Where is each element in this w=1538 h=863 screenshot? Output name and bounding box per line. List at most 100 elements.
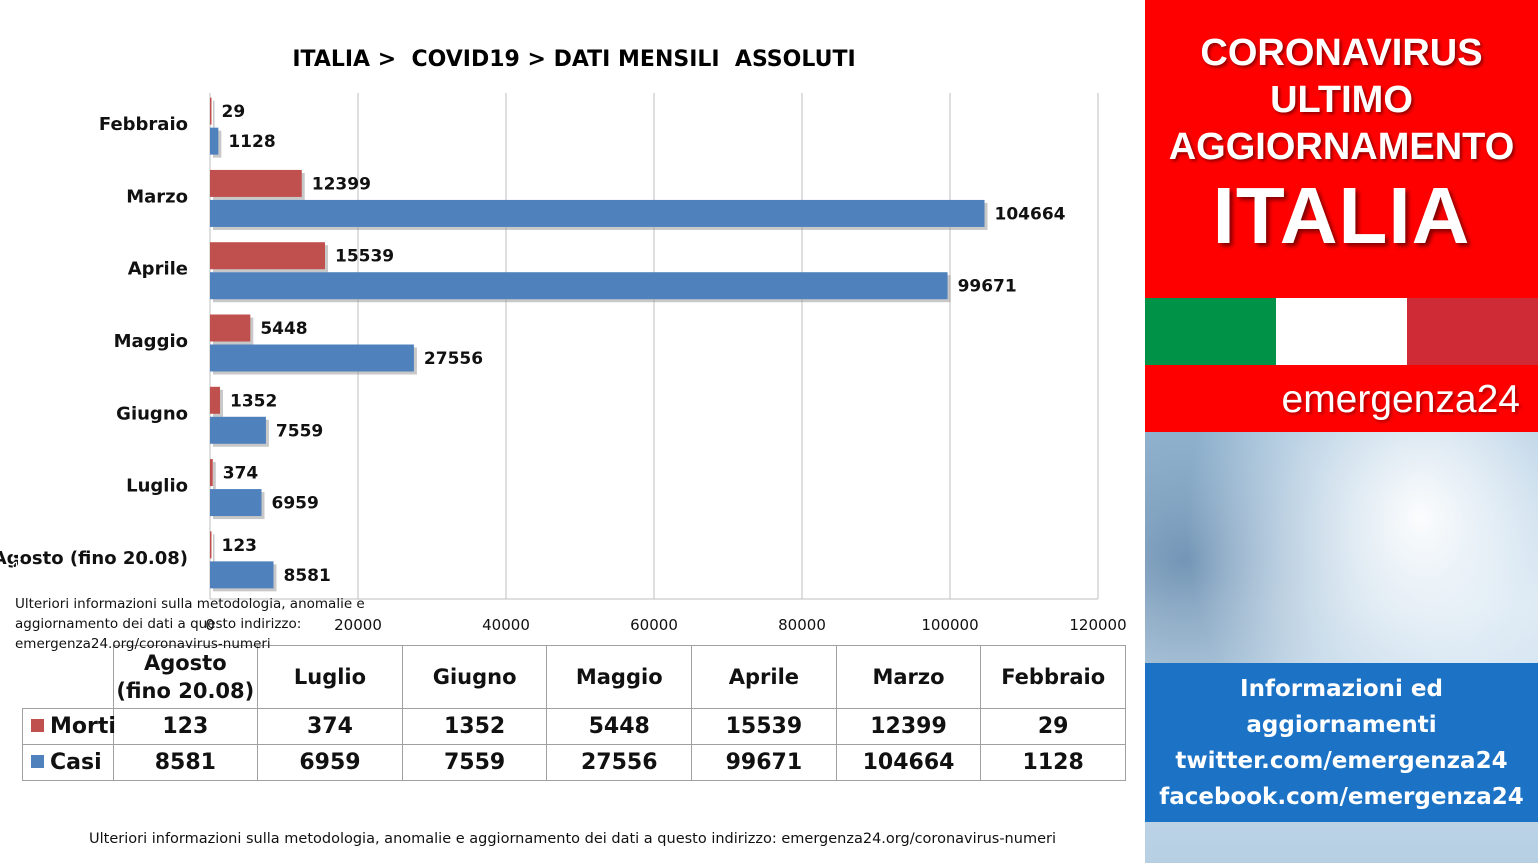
table-cell: 104664 xyxy=(835,744,982,781)
morti-bar xyxy=(210,169,302,197)
data-label: 15539 xyxy=(335,247,394,267)
table-cell: 99671 xyxy=(691,744,837,781)
table-corner-cell xyxy=(22,645,114,709)
morti-bar xyxy=(210,459,213,487)
table-cell: 6959 xyxy=(257,744,403,781)
category-label: Agosto (fino 20.08) xyxy=(0,548,188,569)
data-label: 27556 xyxy=(424,349,483,369)
x-tick-label: 60000 xyxy=(630,616,678,634)
table-cell: 5448 xyxy=(546,708,693,745)
table-cell: 29 xyxy=(980,708,1126,745)
category-label: Luglio xyxy=(126,476,188,497)
morti-bar xyxy=(210,386,221,414)
bar-shadow xyxy=(213,100,215,128)
casi-bar xyxy=(210,561,274,589)
data-label: 1128 xyxy=(228,132,275,152)
category-label: Marzo xyxy=(126,186,188,207)
data-label: 7559 xyxy=(276,421,323,441)
table-column-header: Giugno xyxy=(401,645,548,709)
legend-cell: Morti xyxy=(22,708,116,745)
flag-green-stripe xyxy=(1145,298,1276,365)
data-label: 12399 xyxy=(312,174,371,194)
table-column-header: Marzo xyxy=(835,645,982,709)
table-row: Morti 123 374 1352 5448 15539 12399 29 xyxy=(22,708,1126,745)
brand-name: emergenza24 xyxy=(1145,365,1538,432)
headline-country: ITALIA xyxy=(1212,171,1471,260)
casi-bar xyxy=(210,489,262,517)
grid-lines xyxy=(209,93,1099,600)
x-tick-label: 0 xyxy=(205,616,215,634)
data-label: 8581 xyxy=(283,566,330,586)
x-tick-label: 100000 xyxy=(921,616,978,634)
casi-bar xyxy=(210,416,266,444)
table-body: Morti 123 374 1352 5448 15539 12399 29 Casi 8581 6… xyxy=(22,708,1126,781)
contact-box: Informazioni ed aggiornamenti twitter.co… xyxy=(1145,663,1538,822)
table-cell: 7559 xyxy=(401,744,548,781)
data-label: 123 xyxy=(222,536,258,556)
casi-bar xyxy=(210,272,948,300)
contact-line-1: Informazioni ed xyxy=(1240,676,1443,702)
bar-shadow xyxy=(213,534,215,562)
morti-bar xyxy=(210,531,212,559)
legend-swatch xyxy=(31,718,44,732)
twitter-link[interactable]: twitter.com/emergenza24 xyxy=(1175,748,1508,774)
italian-flag xyxy=(1145,298,1538,365)
morti-bar xyxy=(210,242,325,270)
data-table: Agosto (fino 20.08) Luglio Giugno Maggio Apr… xyxy=(22,645,1126,781)
x-tick-label: 120000 xyxy=(1069,616,1126,634)
table-column-header: Agosto (fino 20.08) xyxy=(112,645,259,709)
table-cell: 27556 xyxy=(546,744,693,781)
table-column-header: Febbraio xyxy=(980,645,1126,709)
social-handle: @emergenza24 xyxy=(4,456,34,586)
table-column-header: Aprile xyxy=(691,645,837,709)
facebook-link[interactable]: facebook.com/emergenza24 xyxy=(1159,784,1524,810)
data-label: 6959 xyxy=(271,494,318,514)
data-label: 374 xyxy=(223,464,259,484)
x-tick-label: 80000 xyxy=(778,616,826,634)
morti-bar xyxy=(210,97,212,125)
table-cell: 1128 xyxy=(980,744,1126,781)
headline-line-3: AGGIORNAMENTO xyxy=(1168,126,1515,168)
table-column-header: Maggio xyxy=(546,645,693,709)
x-tick-label: 40000 xyxy=(482,616,530,634)
casi-bar xyxy=(210,344,414,372)
legend-label: Casi xyxy=(50,750,102,775)
table-row: Casi 8581 6959 7559 27556 99671 104664 1128 xyxy=(22,744,1126,781)
headline-line-1: CORONAVIRUS xyxy=(1200,32,1483,74)
morti-bar xyxy=(210,314,251,342)
category-label: Febbraio xyxy=(99,114,188,135)
headline-line-2: ULTIMO xyxy=(1270,79,1413,121)
table-cell: 8581 xyxy=(112,744,259,781)
chart-title: ITALIA > COVID19 > DATI MENSILI ASSOLUTI xyxy=(292,47,855,72)
data-label: 99671 xyxy=(958,277,1017,297)
legend-label: Morti xyxy=(50,714,116,739)
table-cell: 374 xyxy=(257,708,403,745)
table-header-row: Agosto (fino 20.08) Luglio Giugno Maggio Apr… xyxy=(22,645,1126,709)
category-label: Maggio xyxy=(114,331,188,352)
table-cell: 1352 xyxy=(401,708,548,745)
flag-white-stripe xyxy=(1276,298,1407,365)
labels: 0 20000 40000 60000 80000 100000 120000 Febbrai… xyxy=(0,102,1127,634)
data-label: 1352 xyxy=(230,391,277,411)
bar-shadow xyxy=(213,462,216,490)
contact-line-2: aggiornamenti xyxy=(1246,712,1437,738)
data-label: 29 xyxy=(222,102,246,122)
side-info-note: Ulteriori informazioni sulla metodologia… xyxy=(15,596,365,652)
x-tick-label: 20000 xyxy=(334,616,382,634)
table-cell: 123 xyxy=(112,708,259,745)
bar-chart: ITALIA > COVID19 > DATI MENSILI ASSOLUTI… xyxy=(0,47,1127,634)
footer-note: Ulteriori informazioni sulla metodologia… xyxy=(89,831,1056,847)
headline-box: CORONAVIRUS ULTIMO AGGIORNAMENTO ITALIA xyxy=(1145,0,1538,298)
flag-red-stripe xyxy=(1407,298,1538,365)
data-label: 104664 xyxy=(995,204,1066,224)
legend-cell: Casi xyxy=(22,744,114,781)
casi-bar xyxy=(210,199,985,227)
social-handle-text: @emergenza24 xyxy=(8,471,25,586)
data-label: 5448 xyxy=(260,319,307,339)
casi-bar xyxy=(210,127,219,155)
category-label: Giugno xyxy=(116,403,188,424)
table-column-header: Luglio xyxy=(257,645,403,709)
legend-swatch xyxy=(31,754,44,768)
table-cell: 15539 xyxy=(691,708,837,745)
table-cell: 12399 xyxy=(835,708,982,745)
